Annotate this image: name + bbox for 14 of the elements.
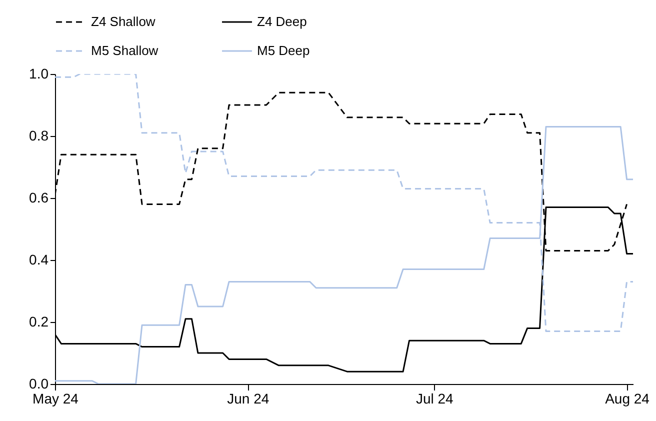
y-tick-label: 0.6 [29, 190, 49, 206]
y-tick-label: 0.4 [29, 252, 49, 268]
y-tick-label: 1.0 [29, 66, 49, 82]
x-tick-label: Jun 24 [227, 390, 270, 406]
y-tick-label: 0.8 [29, 128, 49, 144]
y-tick-label: 0.2 [29, 314, 49, 330]
legend-label: M5 Shallow [91, 43, 159, 58]
y-tick-label: 0.0 [29, 376, 49, 392]
x-tick-label: Aug 24 [605, 390, 650, 406]
x-tick-label: May 24 [32, 390, 79, 406]
legend-label: Z4 Shallow [91, 14, 156, 29]
legend-label: M5 Deep [257, 43, 310, 58]
legend-label: Z4 Deep [257, 14, 307, 29]
x-tick-label: Jul 24 [416, 390, 454, 406]
